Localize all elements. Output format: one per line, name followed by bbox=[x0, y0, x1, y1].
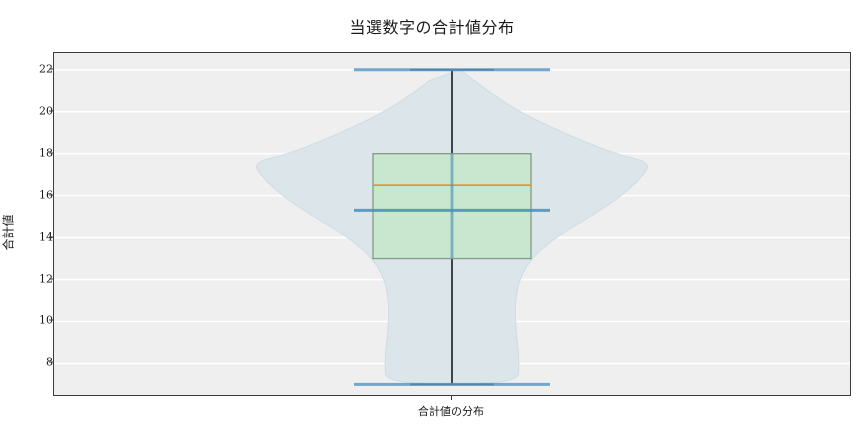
summary-lines bbox=[354, 153, 550, 259]
y-tick-mark bbox=[49, 361, 53, 363]
y-tick-label: 18 bbox=[39, 146, 53, 160]
y-tick-mark bbox=[49, 152, 53, 154]
chart-title: 当選数字の合計値分布 bbox=[349, 18, 515, 37]
y-tick-mark bbox=[49, 319, 53, 321]
y-tick-mark bbox=[49, 194, 53, 196]
y-tick-label: 20 bbox=[39, 104, 53, 118]
y-tick-mark bbox=[49, 68, 53, 70]
plot-area bbox=[53, 52, 851, 396]
y-tick-label: 16 bbox=[39, 188, 53, 202]
x-axis-tick-mark bbox=[451, 396, 452, 400]
y-tick-mark bbox=[49, 110, 53, 112]
y-tick-mark bbox=[49, 236, 53, 238]
plot-svg bbox=[54, 68, 850, 386]
y-axis-ticks: 8 10 12 14 16 18 20 22 bbox=[0, 0, 53, 432]
y-tick-label: 14 bbox=[39, 230, 53, 244]
y-tick-mark bbox=[49, 278, 53, 280]
x-axis-tick-label: 合計値の分布 bbox=[418, 405, 484, 418]
y-tick-label: 10 bbox=[39, 313, 53, 327]
y-tick-label: 12 bbox=[39, 272, 53, 286]
y-tick-label: 22 bbox=[39, 62, 53, 76]
y-tick-label: 8 bbox=[13, 356, 53, 369]
